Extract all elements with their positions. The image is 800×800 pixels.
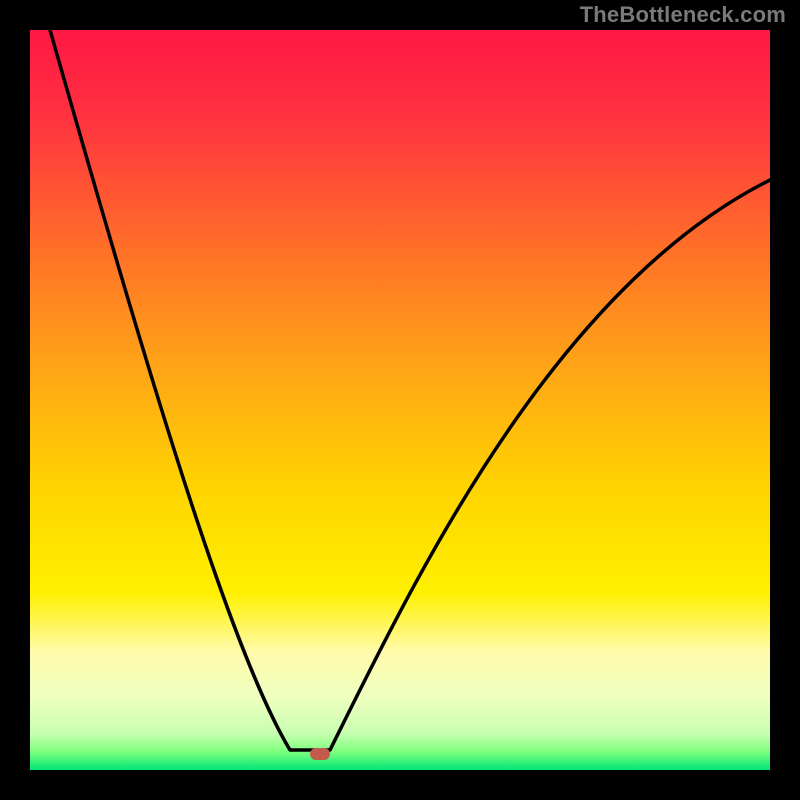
watermark-text: TheBottleneck.com (580, 2, 786, 28)
bottleneck-curve (30, 30, 770, 770)
plot-area (30, 30, 770, 770)
chart-frame: TheBottleneck.com (0, 0, 800, 800)
optimal-point-marker (310, 748, 330, 760)
